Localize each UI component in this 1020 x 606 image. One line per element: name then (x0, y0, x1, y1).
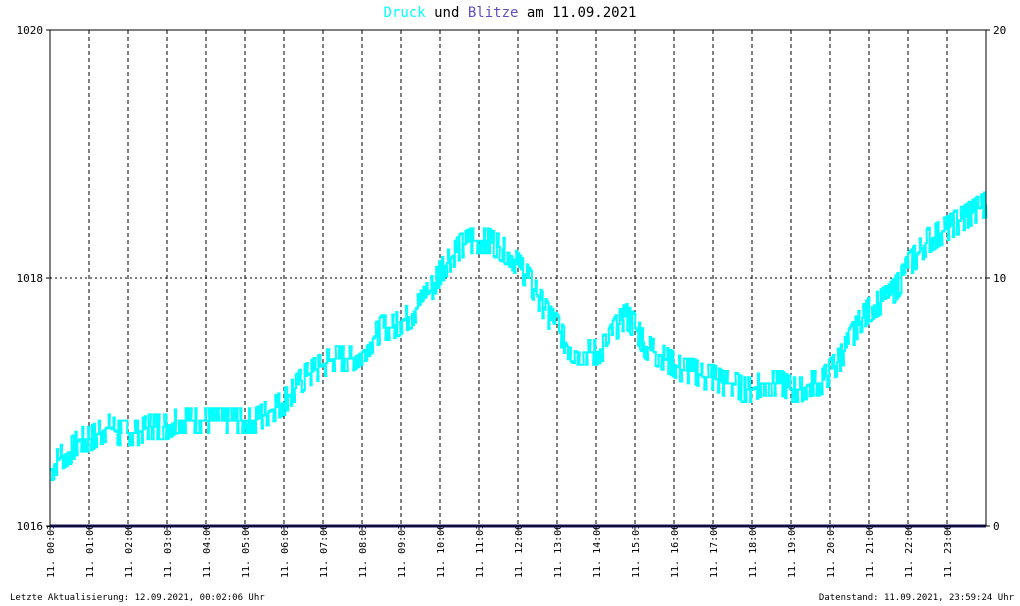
plot-frame (49, 29, 987, 527)
x-tick-label: 11. 06:01 (280, 524, 291, 578)
x-tick-label: 11. 02:00 (124, 524, 135, 578)
y-tick-label-right: 0 (993, 520, 1000, 533)
x-tick-label: 11. 11:01 (475, 524, 486, 578)
y-tick-label-right: 10 (993, 272, 1006, 285)
x-tick-label: 11. 19:00 (787, 524, 798, 578)
y-axis-left: 1016 1018 1020 (17, 24, 50, 533)
footer-last-update: Letzte Aktualisierung: 12.09.2021, 00:02… (10, 593, 265, 603)
chart-grid (50, 30, 986, 526)
title-druck: Druck (383, 5, 426, 21)
y-axis-right: 0 10 20 (986, 24, 1006, 533)
x-axis: 11. 00:01 11. 01:00 11. 02:00 11. 03:01 11. … (46, 524, 954, 578)
y-tick-label-left: 1018 (17, 272, 44, 285)
x-tick-label: 11. 05:00 (241, 524, 252, 578)
x-tick-label: 11. 21:00 (865, 524, 876, 578)
x-tick-label: 11. 18:00 (748, 524, 759, 578)
x-tick-label: 11. 00:01 (46, 524, 57, 578)
x-tick-label: 11. 22:00 (904, 524, 915, 578)
footer-data-status: Datenstand: 11.09.2021, 23:59:24 Uhr (818, 593, 1014, 603)
series-line-druck (49, 191, 988, 482)
x-tick-label: 11. 14:00 (592, 524, 603, 578)
y-tick-label-left: 1016 (17, 520, 44, 533)
x-tick-label: 11. 17:00 (709, 524, 720, 578)
y-tick-label-right: 20 (993, 24, 1006, 37)
x-tick-label: 11. 16:00 (670, 524, 681, 578)
x-tick-label: 11. 03:01 (163, 524, 174, 578)
title-blitze: Blitze (467, 5, 519, 21)
x-tick-label: 11. 01:00 (85, 524, 96, 578)
title-date: am 11.09.2021 (526, 5, 637, 21)
x-tick-label: 11. 09:01 (397, 524, 408, 578)
x-tick-label: 11. 12:00 (514, 524, 525, 578)
title-und: und (434, 5, 460, 21)
chart-title: Druck und Blitze am 11.09.2021 (0, 5, 1020, 21)
x-tick-label: 11. 15:01 (631, 524, 642, 578)
x-tick-label: 11. 04:00 (202, 524, 213, 578)
x-tick-label: 11. 23:00 (943, 524, 954, 578)
x-tick-label: 11. 07:00 (319, 524, 330, 578)
x-tick-label: 11. 13:00 (553, 524, 564, 578)
x-tick-label: 11. 10:00 (436, 524, 447, 578)
y-tick-label-left: 1020 (17, 24, 44, 37)
x-tick-label: 11. 20:01 (826, 524, 837, 578)
x-tick-label: 11. 08:01 (358, 524, 369, 578)
